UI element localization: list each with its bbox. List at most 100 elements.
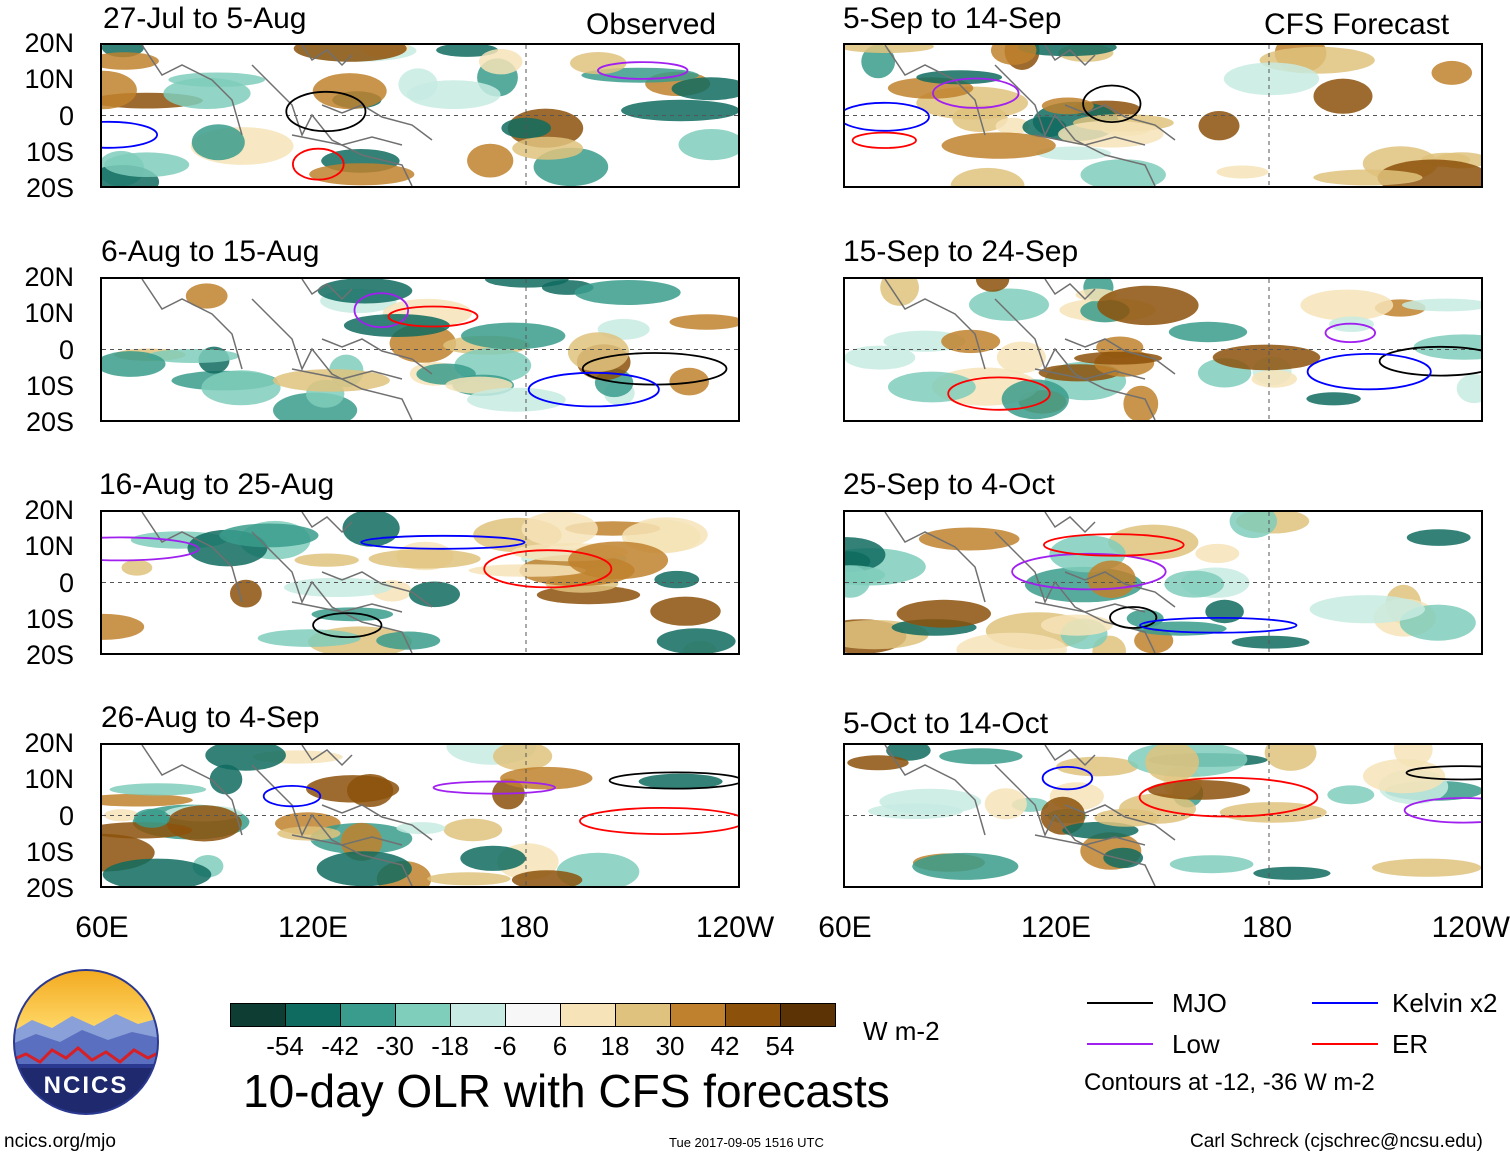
coastline	[884, 279, 986, 370]
coastline	[251, 531, 413, 653]
panel-title-obs-1: 27-Jul to 5-Aug	[103, 2, 307, 35]
olr-anomaly-blob	[121, 559, 153, 576]
olr-anomaly-blob	[102, 793, 193, 807]
lat-label-row1-2: 0	[58, 100, 74, 131]
olr-anomaly-blob	[941, 329, 1001, 354]
lat-label-row3-0: 20N	[24, 495, 74, 525]
coastline	[321, 104, 433, 141]
olr-anomaly-blob	[1327, 785, 1375, 805]
colorbar-swatch	[230, 1003, 286, 1027]
coastline	[251, 764, 413, 886]
lat-label-row4-2: 0	[58, 800, 74, 831]
olr-anomaly-blob	[1401, 298, 1481, 312]
olr-anomaly-blob	[886, 745, 931, 761]
lat-label-row4-0: 20N	[24, 728, 74, 758]
olr-anomaly-blob	[621, 99, 738, 122]
coastline	[291, 134, 403, 146]
colorbar-units: W m-2	[863, 1016, 940, 1046]
olr-anomaly-blob	[1056, 756, 1139, 777]
olr-anomaly-blob	[102, 70, 137, 110]
olr-anomaly-blob	[1363, 759, 1446, 794]
olr-anomaly-blob	[868, 803, 963, 819]
olr-anomaly-blob	[133, 808, 170, 828]
logo-text: NCICS	[43, 1072, 129, 1099]
olr-anomaly-blob	[678, 129, 738, 161]
olr-anomaly-blob	[185, 283, 228, 309]
olr-anomaly-blob	[1223, 62, 1320, 96]
olr-anomaly-blob	[306, 775, 400, 803]
olr-anomaly-blob	[427, 872, 511, 886]
cfs-forecast-label: CFS Forecast	[1264, 8, 1450, 41]
colorbar-swatch	[560, 1003, 616, 1027]
olr-anomaly-blob	[409, 581, 460, 608]
colorbar-tick-label: -6	[493, 1031, 517, 1061]
olr-anomaly-blob	[205, 745, 286, 771]
coastline	[141, 512, 243, 603]
olr-anomaly-blob	[1040, 614, 1113, 636]
map-panel-fc-1	[843, 43, 1483, 188]
coastline	[1064, 104, 1176, 141]
lat-label-row4-1: 10N	[24, 764, 74, 795]
footer-url[interactable]: ncics.org/mjo	[4, 1131, 116, 1152]
olr-anomaly-blob	[1022, 116, 1067, 138]
olr-anomaly-blob	[1231, 635, 1310, 649]
olr-anomaly-blob	[443, 818, 503, 842]
wave-contour	[1306, 352, 1432, 391]
colorbar-tick-label: -18	[431, 1031, 469, 1061]
wave-contour	[312, 612, 383, 638]
ncics-logo[interactable]: NCICS	[12, 968, 160, 1116]
olr-anomaly-blob	[1103, 847, 1144, 869]
olr-map-svg	[845, 45, 1481, 186]
olr-anomaly-blob	[102, 858, 212, 886]
olr-anomaly-blob	[342, 512, 400, 547]
coastline	[301, 45, 353, 67]
olr-anomaly-blob	[1058, 120, 1164, 148]
panel-title-obs-4: 26-Aug to 4-Sep	[101, 701, 320, 734]
olr-anomaly-blob	[568, 541, 669, 580]
colorbar-swatch	[615, 1003, 671, 1027]
olr-anomaly-blob	[257, 629, 361, 647]
olr-anomaly-blob	[1164, 570, 1224, 598]
panel-title-fc-3: 25-Sep to 4-Oct	[843, 468, 1055, 501]
wave-contour	[851, 131, 917, 149]
olr-anomaly-blob	[1097, 285, 1199, 326]
lon-label-180-left: 180	[498, 911, 550, 944]
legend-label-er: ER	[1392, 1029, 1429, 1059]
olr-anomaly-blob	[201, 370, 281, 406]
olr-anomaly-blob	[468, 564, 586, 577]
olr-anomaly-blob	[916, 70, 1003, 85]
olr-anomaly-blob	[570, 52, 627, 75]
olr-anomaly-blob	[1219, 802, 1327, 823]
olr-anomaly-blob	[990, 45, 1037, 65]
olr-anomaly-blob	[512, 136, 583, 160]
olr-anomaly-blob	[104, 152, 190, 177]
olr-anomaly-blob	[896, 599, 991, 628]
olr-anomaly-blob	[1212, 344, 1321, 371]
lat-label-row1-1: 10N	[24, 64, 74, 95]
coastline	[884, 45, 986, 136]
olr-anomaly-blob	[1216, 165, 1269, 179]
coastline	[1044, 45, 1096, 67]
wave-contour	[360, 534, 526, 550]
olr-anomaly-blob	[996, 341, 1046, 374]
coastline	[994, 298, 1156, 420]
olr-anomaly-blob	[500, 766, 593, 790]
coastline	[291, 368, 403, 380]
lat-label-row4-3: 10S	[25, 836, 74, 867]
lat-label-row3-2: 0	[58, 567, 74, 598]
lon-label-120w-right: 120W	[1431, 911, 1510, 944]
wave-contour	[262, 784, 322, 808]
wave-contour	[1011, 552, 1167, 591]
olr-anomaly-blob	[1205, 599, 1244, 624]
olr-map-svg	[102, 279, 738, 420]
olr-anomaly-blob	[984, 788, 1027, 820]
olr-anomaly-blob	[461, 322, 566, 350]
panel-title-obs-2: 6-Aug to 15-Aug	[101, 235, 320, 268]
colorbar-swatch	[395, 1003, 451, 1027]
lon-label-180-right: 180	[1241, 911, 1293, 944]
lon-label-60e-right: 60E	[818, 911, 872, 944]
legend-line-kelvin	[1312, 1002, 1378, 1004]
olr-anomaly-blob	[317, 279, 413, 304]
lon-label-60e-left: 60E	[75, 911, 129, 944]
olr-anomaly-blob	[168, 72, 265, 87]
